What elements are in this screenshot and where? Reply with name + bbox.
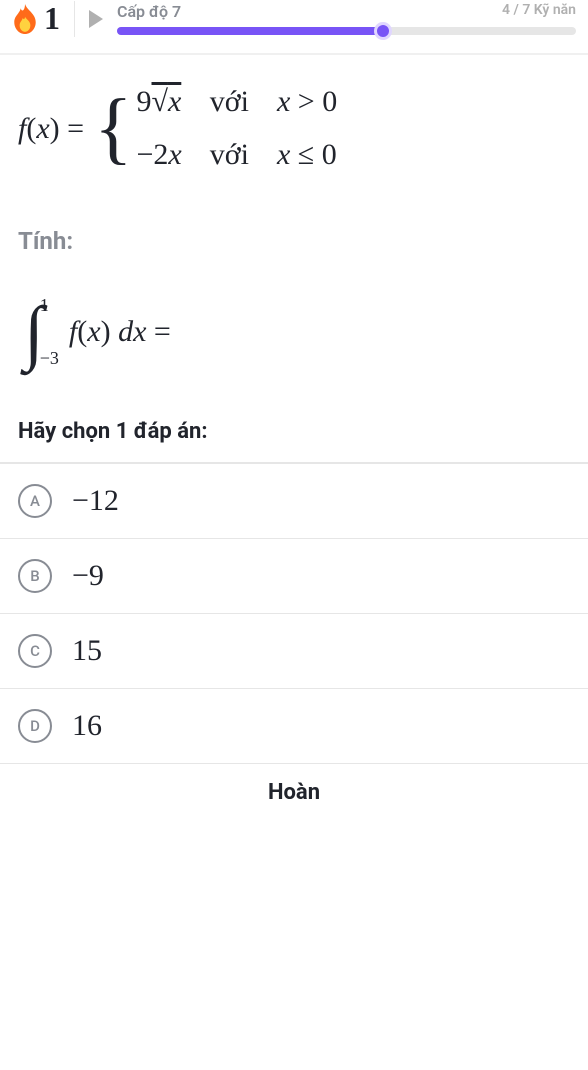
case1-cond: x > 0 (277, 79, 337, 124)
option-a[interactable]: A −12 (0, 464, 588, 539)
case2-expr: −2x (137, 132, 182, 177)
option-value: 15 (72, 634, 102, 668)
case1-expr: 9√x (137, 79, 182, 124)
skills-text: 4 / 7 Kỹ năn (502, 2, 576, 21)
option-c[interactable]: C 15 (0, 614, 588, 689)
function-definition: f(x) = { 9√x với x > 0 −2x với x ≤ 0 (18, 79, 570, 177)
progress-thumb[interactable] (374, 22, 392, 40)
case2-word: với (210, 132, 249, 177)
case1-word: với (210, 79, 249, 124)
progress-fill (117, 27, 383, 35)
streak: 1 (12, 0, 60, 37)
option-value: −9 (72, 559, 104, 593)
choose-label: Hãy chọn 1 đáp án: (18, 419, 570, 462)
header-bar: 1 Cấp độ 7 4 / 7 Kỹ năn (0, 0, 588, 55)
option-letter: D (18, 709, 52, 743)
integral-icon: ∫ (24, 296, 44, 368)
level-label-row: Cấp độ 7 4 / 7 Kỹ năn (117, 2, 576, 21)
progress-bar[interactable] (117, 27, 576, 35)
option-value: −12 (72, 484, 119, 518)
option-letter: C (18, 634, 52, 668)
level-area: Cấp độ 7 4 / 7 Kỹ năn (117, 2, 576, 35)
content: f(x) = { 9√x với x > 0 −2x với x ≤ 0 Tín… (0, 55, 588, 462)
option-b[interactable]: B −9 (0, 539, 588, 614)
streak-count: 1 (44, 0, 60, 37)
submit-button[interactable]: Hoàn (0, 764, 588, 805)
piecewise: { 9√x với x > 0 −2x với x ≤ 0 (94, 79, 337, 177)
func-lhs: f(x) = (18, 106, 84, 151)
divider (74, 1, 75, 37)
integral-expression: ∫ 1 −3 f(x) dx = (18, 295, 570, 369)
case2-cond: x ≤ 0 (277, 132, 337, 177)
option-letter: B (18, 559, 52, 593)
option-d[interactable]: D 16 (0, 689, 588, 764)
option-letter: A (18, 484, 52, 518)
flame-icon (12, 4, 38, 34)
compute-label: Tính: (18, 227, 570, 255)
integral-body: f(x) dx = (69, 315, 171, 349)
play-icon[interactable] (89, 10, 103, 28)
level-text: Cấp độ 7 (117, 2, 181, 21)
option-value: 16 (72, 709, 102, 743)
brace-icon: { (94, 96, 132, 160)
